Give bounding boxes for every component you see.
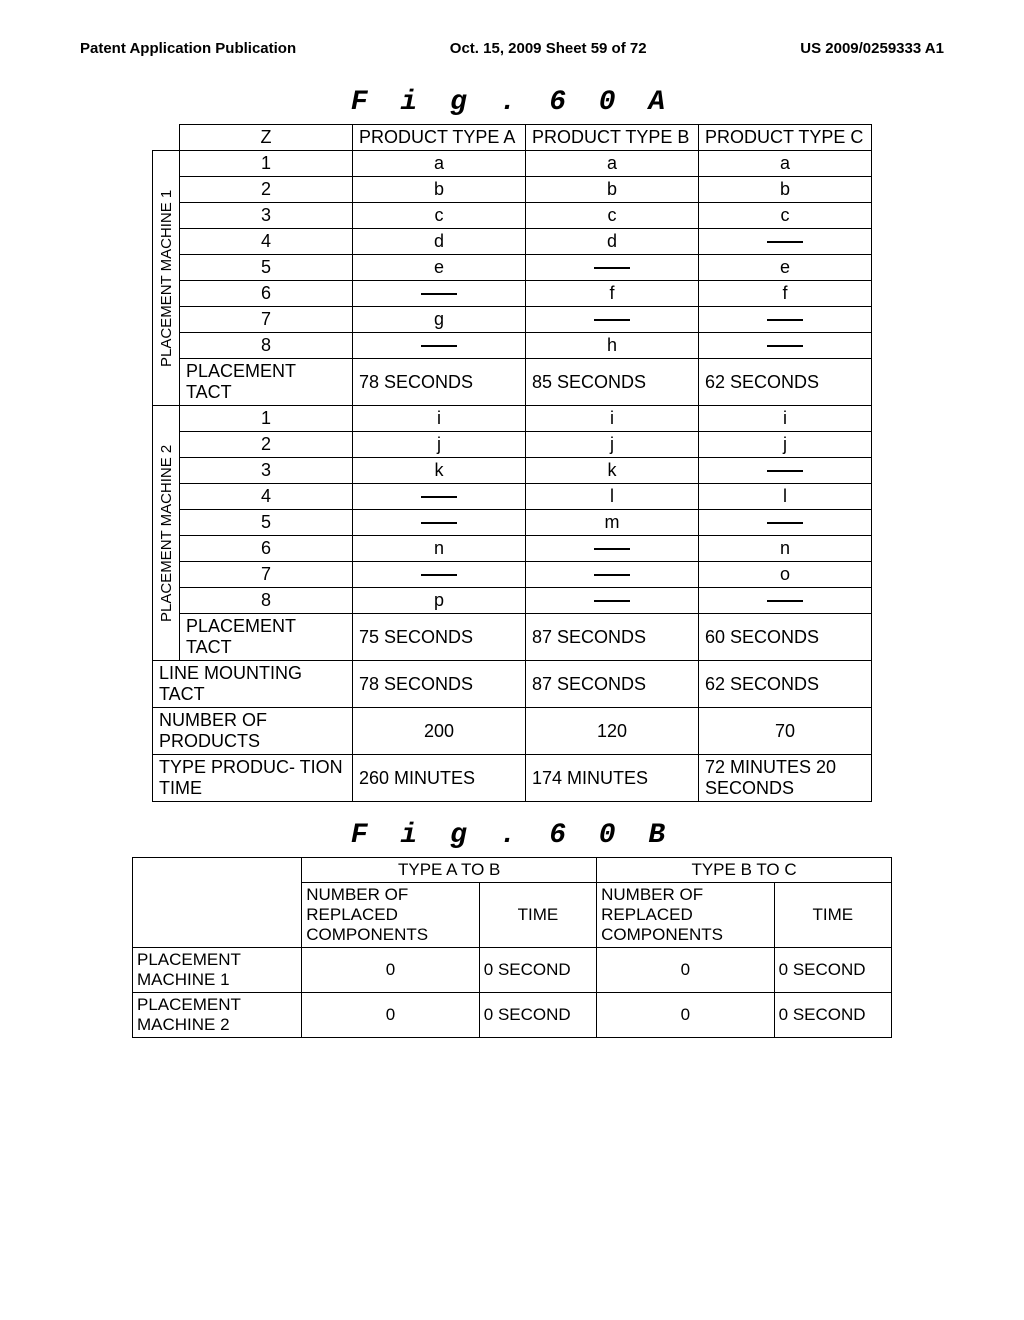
table-row: PLACEMENT TACT 75 SECONDS 87 SECONDS 60 … — [153, 614, 872, 661]
num-products-label: NUMBER OF PRODUCTS — [153, 708, 353, 755]
dash-icon — [594, 574, 630, 576]
col-header-c: PRODUCT TYPE C — [699, 125, 872, 151]
table-row: TYPE A TO B TYPE B TO C — [133, 858, 892, 883]
table-60b: TYPE A TO B TYPE B TO C NUMBER OF REPLAC… — [132, 857, 892, 1038]
dash-icon — [421, 574, 457, 576]
col-header-b: PRODUCT TYPE B — [526, 125, 699, 151]
dash-icon — [594, 267, 630, 269]
dash-icon — [767, 470, 803, 472]
dash-icon — [594, 548, 630, 550]
table-row: 3 c c c — [153, 203, 872, 229]
dash-icon — [767, 241, 803, 243]
subheader: TIME — [479, 883, 596, 948]
table-60a: Z PRODUCT TYPE A PRODUCT TYPE B PRODUCT … — [152, 124, 872, 802]
col-header-ab: TYPE A TO B — [302, 858, 597, 883]
page: Patent Application Publication Oct. 15, … — [0, 0, 1024, 1078]
table-row: PLACEMENT MACHINE 1 1 a a a — [153, 151, 872, 177]
table-row: PLACEMENT MACHINE 2 1 i i i — [153, 406, 872, 432]
row-label: PLACEMENT MACHINE 2 — [133, 993, 302, 1038]
machine-1-label: PLACEMENT MACHINE 1 — [153, 151, 180, 406]
header-right: US 2009/0259333 A1 — [800, 40, 944, 57]
row-label: PLACEMENT MACHINE 1 — [133, 948, 302, 993]
table-row: TYPE PRODUC- TION TIME 260 MINUTES 174 M… — [153, 755, 872, 802]
header-left: Patent Application Publication — [80, 40, 296, 57]
dash-icon — [421, 293, 457, 295]
dash-icon — [767, 319, 803, 321]
subheader: NUMBER OF REPLACED COMPONENTS — [597, 883, 775, 948]
dash-icon — [767, 522, 803, 524]
col-header-bc: TYPE B TO C — [597, 858, 892, 883]
dash-icon — [594, 319, 630, 321]
table-row: 7 g — [153, 307, 872, 333]
table-row: PLACEMENT MACHINE 2 0 0 SECOND 0 0 SECON… — [133, 993, 892, 1038]
table-row: 4 d d — [153, 229, 872, 255]
subheader: NUMBER OF REPLACED COMPONENTS — [302, 883, 480, 948]
figure-a-title: F i g . 6 0 A — [60, 87, 964, 118]
line-tact-label: LINE MOUNTING TACT — [153, 661, 353, 708]
dash-icon — [767, 345, 803, 347]
prod-time-label: TYPE PRODUC- TION TIME — [153, 755, 353, 802]
col-header-a: PRODUCT TYPE A — [353, 125, 526, 151]
dash-icon — [421, 522, 457, 524]
table-row: 2 j j j — [153, 432, 872, 458]
table-row: 6 n n — [153, 536, 872, 562]
figure-b-title: F i g . 6 0 B — [60, 820, 964, 851]
m1-tact-label: PLACEMENT TACT — [180, 359, 353, 406]
dash-icon — [594, 600, 630, 602]
machine-2-label: PLACEMENT MACHINE 2 — [153, 406, 180, 661]
dash-icon — [767, 600, 803, 602]
table-row: Z PRODUCT TYPE A PRODUCT TYPE B PRODUCT … — [153, 125, 872, 151]
table-row: 8 p — [153, 588, 872, 614]
dash-icon — [421, 496, 457, 498]
table-row: 5 m — [153, 510, 872, 536]
col-header-z: Z — [180, 125, 353, 151]
table-row: 3 k k — [153, 458, 872, 484]
table-row: 5 e e — [153, 255, 872, 281]
table-row: 7 o — [153, 562, 872, 588]
subheader: TIME — [774, 883, 891, 948]
page-header: Patent Application Publication Oct. 15, … — [60, 40, 964, 57]
table-row: PLACEMENT TACT 78 SECONDS 85 SECONDS 62 … — [153, 359, 872, 406]
table-row: NUMBER OF PRODUCTS 200 120 70 — [153, 708, 872, 755]
table-row: 8 h — [153, 333, 872, 359]
table-row: 2 b b b — [153, 177, 872, 203]
table-row: PLACEMENT MACHINE 1 0 0 SECOND 0 0 SECON… — [133, 948, 892, 993]
m2-tact-label: PLACEMENT TACT — [180, 614, 353, 661]
table-row: LINE MOUNTING TACT 78 SECONDS 87 SECONDS… — [153, 661, 872, 708]
table-row: 4 l l — [153, 484, 872, 510]
header-center: Oct. 15, 2009 Sheet 59 of 72 — [450, 40, 647, 57]
table-row: 6 f f — [153, 281, 872, 307]
dash-icon — [421, 345, 457, 347]
